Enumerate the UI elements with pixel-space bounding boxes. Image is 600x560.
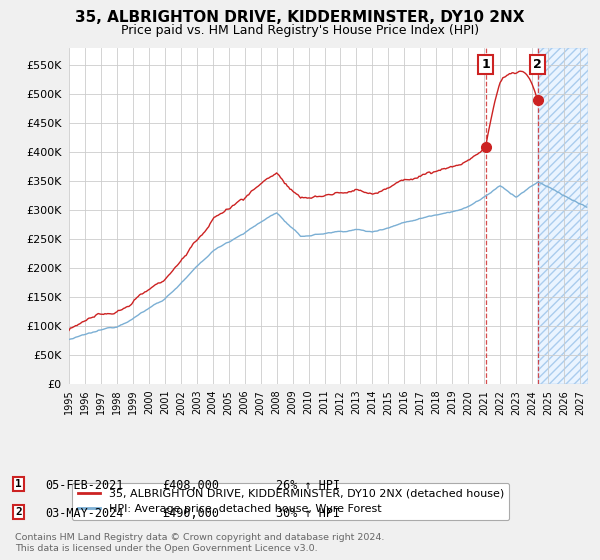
Text: 1: 1 [15,479,22,489]
Text: 35, ALBRIGHTON DRIVE, KIDDERMINSTER, DY10 2NX: 35, ALBRIGHTON DRIVE, KIDDERMINSTER, DY1… [75,10,525,25]
Text: £490,000: £490,000 [162,507,219,520]
Text: 1: 1 [481,58,490,71]
Text: 05-FEB-2021: 05-FEB-2021 [45,479,124,492]
Text: 30% ↑ HPI: 30% ↑ HPI [276,507,340,520]
Legend: 35, ALBRIGHTON DRIVE, KIDDERMINSTER, DY10 2NX (detached house), HPI: Average pri: 35, ALBRIGHTON DRIVE, KIDDERMINSTER, DY1… [72,483,509,520]
Text: 26% ↑ HPI: 26% ↑ HPI [276,479,340,492]
Bar [538,48,588,384]
Text: Price paid vs. HM Land Registry's House Price Index (HPI): Price paid vs. HM Land Registry's House … [121,24,479,36]
Text: Contains HM Land Registry data © Crown copyright and database right 2024.
This d: Contains HM Land Registry data © Crown c… [15,533,385,553]
Text: £408,000: £408,000 [162,479,219,492]
Text: 03-MAY-2024: 03-MAY-2024 [45,507,124,520]
Text: 2: 2 [15,507,22,517]
Text: 2: 2 [533,58,542,71]
